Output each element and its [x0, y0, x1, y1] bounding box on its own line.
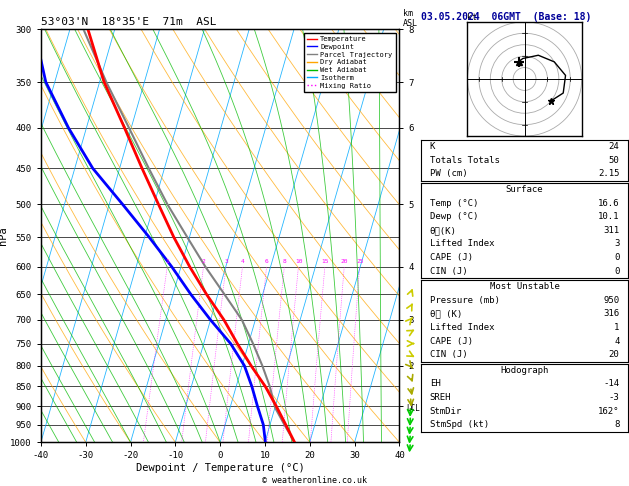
- Text: 03.05.2024  06GMT  (Base: 18): 03.05.2024 06GMT (Base: 18): [421, 12, 592, 22]
- Text: km
ASL: km ASL: [403, 9, 418, 28]
- Text: CAPE (J): CAPE (J): [430, 337, 472, 346]
- Text: Hodograph: Hodograph: [501, 366, 548, 375]
- Text: Totals Totals: Totals Totals: [430, 156, 499, 165]
- Text: 16.6: 16.6: [598, 199, 620, 208]
- Text: 8: 8: [614, 420, 620, 429]
- Text: 1: 1: [614, 323, 620, 332]
- Text: 6: 6: [265, 259, 269, 264]
- Text: Dewp (°C): Dewp (°C): [430, 212, 478, 221]
- X-axis label: Dewpoint / Temperature (°C): Dewpoint / Temperature (°C): [136, 463, 304, 473]
- Text: 3: 3: [225, 259, 228, 264]
- Text: -3: -3: [609, 393, 620, 402]
- Text: Pressure (mb): Pressure (mb): [430, 296, 499, 305]
- Text: 10.1: 10.1: [598, 212, 620, 221]
- Text: 316: 316: [603, 310, 620, 318]
- Text: Lifted Index: Lifted Index: [430, 323, 494, 332]
- Text: Temp (°C): Temp (°C): [430, 199, 478, 208]
- Text: 0: 0: [614, 267, 620, 276]
- Text: 4: 4: [614, 337, 620, 346]
- Text: 24: 24: [609, 142, 620, 151]
- Text: -14: -14: [603, 380, 620, 388]
- Text: 50: 50: [609, 156, 620, 165]
- Text: 2.15: 2.15: [598, 170, 620, 178]
- Text: © weatheronline.co.uk: © weatheronline.co.uk: [262, 475, 367, 485]
- Text: 950: 950: [603, 296, 620, 305]
- Text: 3: 3: [614, 240, 620, 248]
- Text: 20: 20: [341, 259, 348, 264]
- Legend: Temperature, Dewpoint, Parcel Trajectory, Dry Adiabat, Wet Adiabat, Isotherm, Mi: Temperature, Dewpoint, Parcel Trajectory…: [304, 33, 396, 92]
- Text: 4: 4: [241, 259, 245, 264]
- Text: 1: 1: [165, 259, 169, 264]
- Text: Surface: Surface: [506, 185, 543, 194]
- Text: θᴇ(K): θᴇ(K): [430, 226, 457, 235]
- Text: 25: 25: [356, 259, 364, 264]
- Text: 162°: 162°: [598, 407, 620, 416]
- Text: SREH: SREH: [430, 393, 451, 402]
- Text: K: K: [430, 142, 435, 151]
- Text: PW (cm): PW (cm): [430, 170, 467, 178]
- Text: Most Unstable: Most Unstable: [489, 282, 560, 291]
- Y-axis label: hPa: hPa: [0, 226, 8, 245]
- Text: kt: kt: [467, 13, 477, 22]
- Text: CIN (J): CIN (J): [430, 267, 467, 276]
- Text: Lifted Index: Lifted Index: [430, 240, 494, 248]
- Text: 311: 311: [603, 226, 620, 235]
- Text: EH: EH: [430, 380, 440, 388]
- Text: θᴇ (K): θᴇ (K): [430, 310, 462, 318]
- Text: CAPE (J): CAPE (J): [430, 253, 472, 262]
- Text: LCL: LCL: [406, 403, 420, 413]
- Text: 15: 15: [321, 259, 329, 264]
- Text: 8: 8: [282, 259, 286, 264]
- Text: 10: 10: [295, 259, 303, 264]
- Text: 20: 20: [609, 350, 620, 359]
- Text: StmSpd (kt): StmSpd (kt): [430, 420, 489, 429]
- Text: 2: 2: [202, 259, 206, 264]
- Text: StmDir: StmDir: [430, 407, 462, 416]
- Text: CIN (J): CIN (J): [430, 350, 467, 359]
- Text: 0: 0: [614, 253, 620, 262]
- Text: 53°03'N  18°35'E  71m  ASL: 53°03'N 18°35'E 71m ASL: [41, 17, 216, 27]
